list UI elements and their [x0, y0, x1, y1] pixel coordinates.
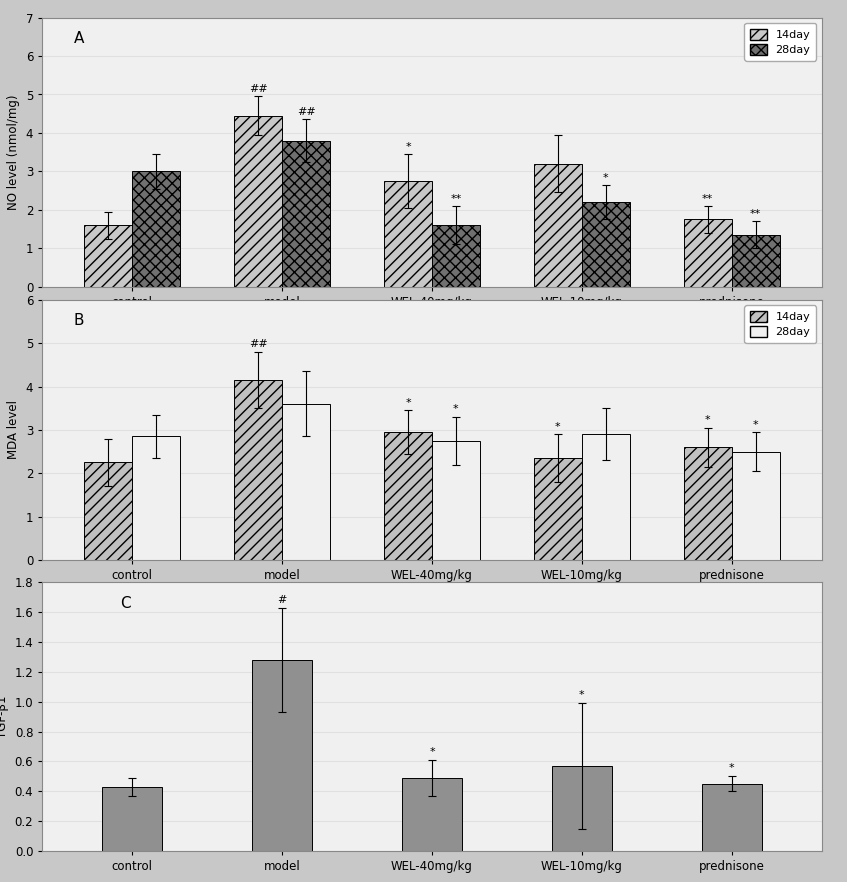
Bar [701, 784, 761, 851]
Bar [432, 441, 480, 560]
Text: *: * [729, 764, 734, 774]
Bar [552, 766, 612, 851]
Text: **: ** [750, 209, 761, 219]
Bar [402, 778, 462, 851]
Text: B: B [74, 313, 84, 328]
Text: *: * [405, 142, 411, 152]
Text: ##: ## [249, 84, 268, 94]
Bar [85, 462, 132, 560]
Legend: 14day, 28day: 14day, 28day [745, 23, 816, 61]
Bar [252, 660, 312, 851]
Text: ##: ## [249, 340, 268, 349]
Y-axis label: NO level (nmol/mg): NO level (nmol/mg) [8, 94, 20, 210]
Text: *: * [753, 420, 758, 430]
Text: C: C [120, 595, 131, 610]
Bar [234, 380, 282, 560]
Bar [132, 437, 180, 560]
Bar [282, 404, 330, 560]
Text: *: * [453, 404, 459, 415]
Bar [732, 452, 779, 560]
Text: **: ** [451, 194, 462, 204]
Text: *: * [555, 422, 561, 431]
Bar [384, 181, 432, 287]
Text: *: * [579, 691, 584, 700]
Bar [684, 447, 732, 560]
Bar [684, 220, 732, 287]
Y-axis label: TGF-β1: TGF-β1 [0, 695, 9, 738]
Bar [85, 225, 132, 287]
Bar [534, 164, 582, 287]
Text: ##: ## [296, 108, 315, 117]
Y-axis label: MDA level: MDA level [8, 400, 20, 460]
Legend: 14day, 28day: 14day, 28day [745, 305, 816, 343]
Bar [384, 432, 432, 560]
Text: *: * [405, 398, 411, 407]
Bar [432, 225, 480, 287]
Bar [732, 235, 779, 287]
Bar [534, 458, 582, 560]
Bar [234, 116, 282, 287]
Text: A: A [74, 31, 84, 46]
Bar [582, 434, 630, 560]
Text: #: # [278, 594, 287, 604]
Bar [102, 787, 163, 851]
Text: *: * [429, 747, 435, 757]
Bar [582, 202, 630, 287]
Text: **: ** [702, 194, 713, 204]
Bar [132, 171, 180, 287]
Bar [282, 140, 330, 287]
Text: *: * [603, 173, 609, 183]
Text: *: * [705, 415, 711, 425]
